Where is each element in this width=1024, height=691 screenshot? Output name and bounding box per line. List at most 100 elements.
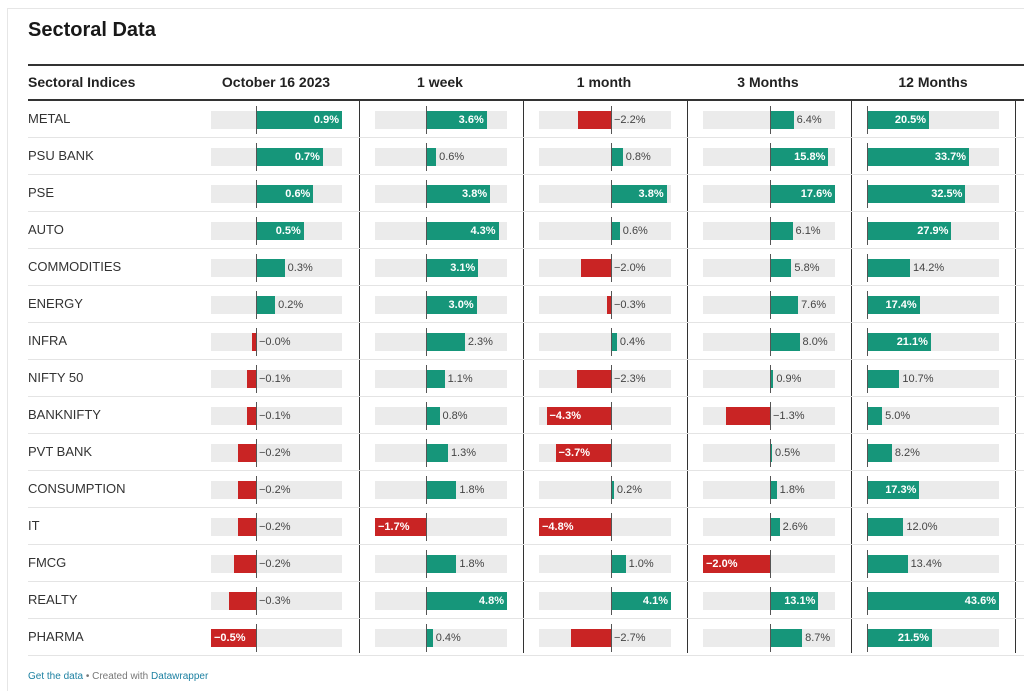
bar-1week [426,629,433,647]
zero-line [770,550,771,578]
zero-line [426,624,427,652]
bar-track: 27.9% [867,217,999,245]
bar-3months [770,185,835,203]
bar-track: −4.3% [539,402,671,430]
table-row: ENERGY 0.2% 3.0% −0.3% 7.6% 17.4% [28,286,1024,323]
value-label: −2.3% [614,373,646,385]
zero-line [867,217,868,245]
zero-line [611,402,612,430]
datawrapper-link[interactable]: Datawrapper [151,671,209,682]
value-label: 32.5% [931,188,963,200]
bar-track: 0.4% [539,328,671,356]
bar-track: 0.6% [539,217,671,245]
row-label: PSE [28,185,55,200]
zero-line [770,476,771,504]
bar-12months [867,148,970,166]
zero-line [611,587,612,615]
bar-1week [426,407,440,425]
bar-track: 0.7% [211,143,342,171]
row-label: NIFTY 50 [28,370,84,385]
zero-line [867,291,868,319]
zero-line [867,180,868,208]
row-label: PVT BANK [28,444,93,459]
column-separator [851,101,852,653]
row-label: FMCG [28,555,67,570]
zero-line [611,106,612,134]
value-label: −2.0% [614,262,646,274]
bar-3months [770,259,792,277]
value-label: 0.5% [775,447,801,459]
get-data-link[interactable]: Get the data [28,671,84,682]
zero-line [256,328,257,356]
zero-line [426,402,427,430]
value-label: −1.7% [378,521,410,533]
zero-line [611,254,612,282]
bar-1month [611,592,671,610]
row-label: IT [28,518,40,533]
value-label: 12.0% [906,521,938,533]
bar-oct16 [233,555,256,573]
bar-3months [726,407,770,425]
value-label: −3.7% [558,447,591,459]
row-divider [28,433,1024,434]
value-label: 3.1% [450,262,476,274]
row-divider [28,137,1024,138]
bar-3months [770,222,793,240]
bar-3months [770,481,777,499]
bar-oct16 [256,259,285,277]
value-label: −2.0% [706,558,738,570]
bar-track: 2.6% [703,513,835,541]
bar-track: −0.2% [211,550,342,578]
zero-line [867,587,868,615]
zero-line [256,439,257,467]
bar-track: 43.6% [867,587,999,615]
bar-track: 3.8% [375,180,507,208]
row-divider [28,618,1024,619]
value-label: 20.5% [894,114,927,126]
bar-track: −0.1% [211,365,342,393]
bar-track: 0.5% [703,439,835,467]
value-label: 2.6% [782,521,808,533]
zero-line [867,550,868,578]
zero-line [770,254,771,282]
zero-line [867,439,868,467]
value-label: 15.8% [794,151,826,163]
bar-track: 0.4% [375,624,507,652]
value-label: 4.1% [642,595,668,607]
bar-3months [770,444,772,462]
value-label: −0.2% [259,484,291,496]
bar-track: −2.3% [539,365,671,393]
value-label: 5.0% [885,410,911,422]
bar-track: 2.3% [375,328,507,356]
zero-line [611,513,612,541]
bar-track: 0.2% [211,291,342,319]
zero-line [770,402,771,430]
value-label: 8.2% [894,447,920,459]
bar-3months [770,629,803,647]
bar-track: 0.9% [211,106,342,134]
bar-oct16 [256,222,304,240]
zero-line [770,587,771,615]
bar-12months [867,333,931,351]
value-label: −4.3% [549,410,582,422]
chart-footer: Get the data • Created with Datawrapper [28,671,208,682]
value-label: 5.8% [794,262,820,274]
bar-3months [770,518,780,536]
value-label: 0.8% [625,151,651,163]
zero-line [256,106,257,134]
value-label: 0.9% [776,373,802,385]
value-label: −2.2% [614,114,646,126]
bar-12months [867,111,930,129]
bar-track: 5.0% [867,402,999,430]
value-label: 13.4% [910,558,942,570]
zero-line [611,624,612,652]
value-label: 43.6% [964,595,996,607]
zero-line [770,624,771,652]
zero-line [611,291,612,319]
row-label: COMMODITIES [28,259,122,274]
zero-line [256,476,257,504]
zero-line [770,106,771,134]
bar-track: −0.1% [211,402,342,430]
bar-3months [770,370,774,388]
zero-line [770,365,771,393]
